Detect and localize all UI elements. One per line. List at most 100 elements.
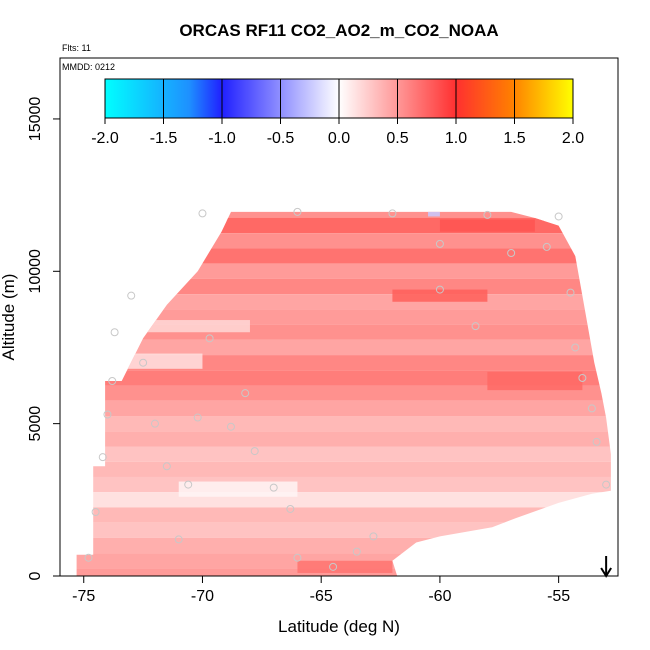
heatmap-row — [76, 309, 611, 325]
colorbar-tick-label: 1.0 — [445, 130, 467, 147]
heatmap-row — [76, 431, 611, 447]
heatmap-band — [107, 353, 203, 369]
sample-point — [108, 376, 117, 385]
sample-point — [150, 419, 159, 428]
y-axis-label: Altitude (m) — [0, 274, 18, 361]
sample-point — [250, 447, 259, 456]
colorbar-tick-label: 2.0 — [562, 130, 584, 147]
heatmap-row — [76, 233, 611, 249]
colorbar-tick-label: 0.0 — [328, 130, 350, 147]
sample-point — [174, 535, 183, 544]
colorbar-tick-label: 0.5 — [386, 130, 408, 147]
x-tick-label: -75 — [72, 588, 95, 605]
chart-title: ORCAS RF11 CO2_AO2_m_CO2_NOAA — [179, 21, 498, 40]
heatmap-row — [76, 263, 611, 279]
heatmap-field — [76, 211, 611, 576]
colorbar: -2.0 -1.5 -1.0 -0.5 0.0 0.5 1.0 1.5 2.0 — [91, 78, 584, 147]
sample-point — [84, 553, 93, 562]
x-axis: -75 -70 -65 -60 -55 — [72, 576, 570, 605]
colorbar-tick-label: -0.5 — [267, 130, 295, 147]
heatmap-row — [76, 294, 611, 310]
heatmap-row — [76, 370, 611, 386]
heatmap-row — [76, 355, 611, 371]
heatmap-band — [428, 211, 440, 217]
sample-point — [369, 532, 378, 541]
sample-point — [352, 547, 361, 556]
sample-point — [571, 343, 580, 352]
sample-point — [471, 322, 480, 331]
sample-point — [184, 480, 193, 489]
heatmap-row — [76, 476, 611, 493]
sample-point — [127, 291, 136, 300]
sample-point — [193, 413, 202, 422]
sample-point — [329, 562, 338, 571]
sample-point — [103, 410, 112, 419]
sample-point — [198, 209, 207, 218]
sample-point — [578, 373, 587, 382]
heatmap-row — [76, 507, 611, 523]
sample-point — [566, 288, 575, 297]
heatmap-row — [76, 278, 611, 295]
colorbar-tick-label: -2.0 — [91, 130, 119, 147]
heatmap-row — [76, 522, 611, 538]
sample-point — [226, 422, 235, 431]
heatmap-row — [76, 339, 611, 356]
sample-point — [139, 358, 148, 367]
heatmap-row — [76, 461, 611, 477]
sample-point — [269, 483, 278, 492]
sample-point — [587, 404, 596, 413]
sample-point — [286, 504, 295, 513]
heatmap-row — [76, 217, 611, 234]
colorbar-tick-label: 1.5 — [503, 130, 525, 147]
y-axis: 0 5000 10000 15000 — [27, 97, 60, 580]
x-tick-label: -60 — [428, 588, 451, 605]
sample-point — [388, 209, 397, 218]
x-tick-label: -70 — [191, 588, 214, 605]
sample-point — [110, 328, 119, 337]
y-tick-label: 5000 — [27, 406, 44, 442]
x-tick-label: -65 — [310, 588, 333, 605]
heatmap-band — [178, 481, 298, 497]
sample-point — [507, 249, 516, 258]
heatmap-row — [76, 416, 611, 432]
sample-point — [162, 462, 171, 471]
heatmap-row — [76, 400, 611, 417]
heatmap-band — [439, 219, 535, 232]
sample-point — [435, 239, 444, 248]
heatmap-row — [76, 385, 611, 401]
sample-point — [205, 334, 214, 343]
heatmap-row — [76, 446, 611, 462]
x-tick-label: -55 — [547, 588, 570, 605]
sample-point — [91, 508, 100, 517]
sample-point — [98, 453, 107, 462]
flights-annotation: Flts: 11 — [62, 43, 91, 53]
heatmap-row — [76, 248, 611, 264]
sample-point — [241, 389, 250, 398]
heatmap-row — [76, 324, 611, 340]
sample-point — [435, 285, 444, 294]
x-axis-label: Latitude (deg N) — [278, 617, 400, 636]
colorbar-tick-label: -1.0 — [208, 130, 236, 147]
sample-point — [483, 210, 492, 219]
heatmap-band — [107, 320, 250, 333]
heatmap-band — [297, 560, 393, 573]
heatmap-band — [392, 289, 488, 302]
sample-point — [592, 437, 601, 446]
arrow-marker — [600, 556, 612, 578]
sample-points — [84, 207, 611, 571]
date-annotation: MMDD: 0212 — [62, 62, 115, 72]
heatmap-row — [76, 537, 611, 554]
colorbar-tick-label: -1.5 — [150, 130, 178, 147]
sample-point — [554, 212, 563, 221]
sample-point — [293, 207, 302, 216]
heatmap-row — [76, 492, 611, 508]
heatmap-band — [487, 371, 583, 391]
plot-frame — [59, 57, 619, 577]
sample-point — [542, 242, 551, 251]
y-tick-label: 10000 — [27, 249, 44, 294]
heatmap-row — [76, 211, 611, 222]
sample-point — [293, 553, 302, 562]
y-tick-label: 15000 — [27, 97, 44, 142]
y-tick-label: 0 — [27, 571, 44, 580]
